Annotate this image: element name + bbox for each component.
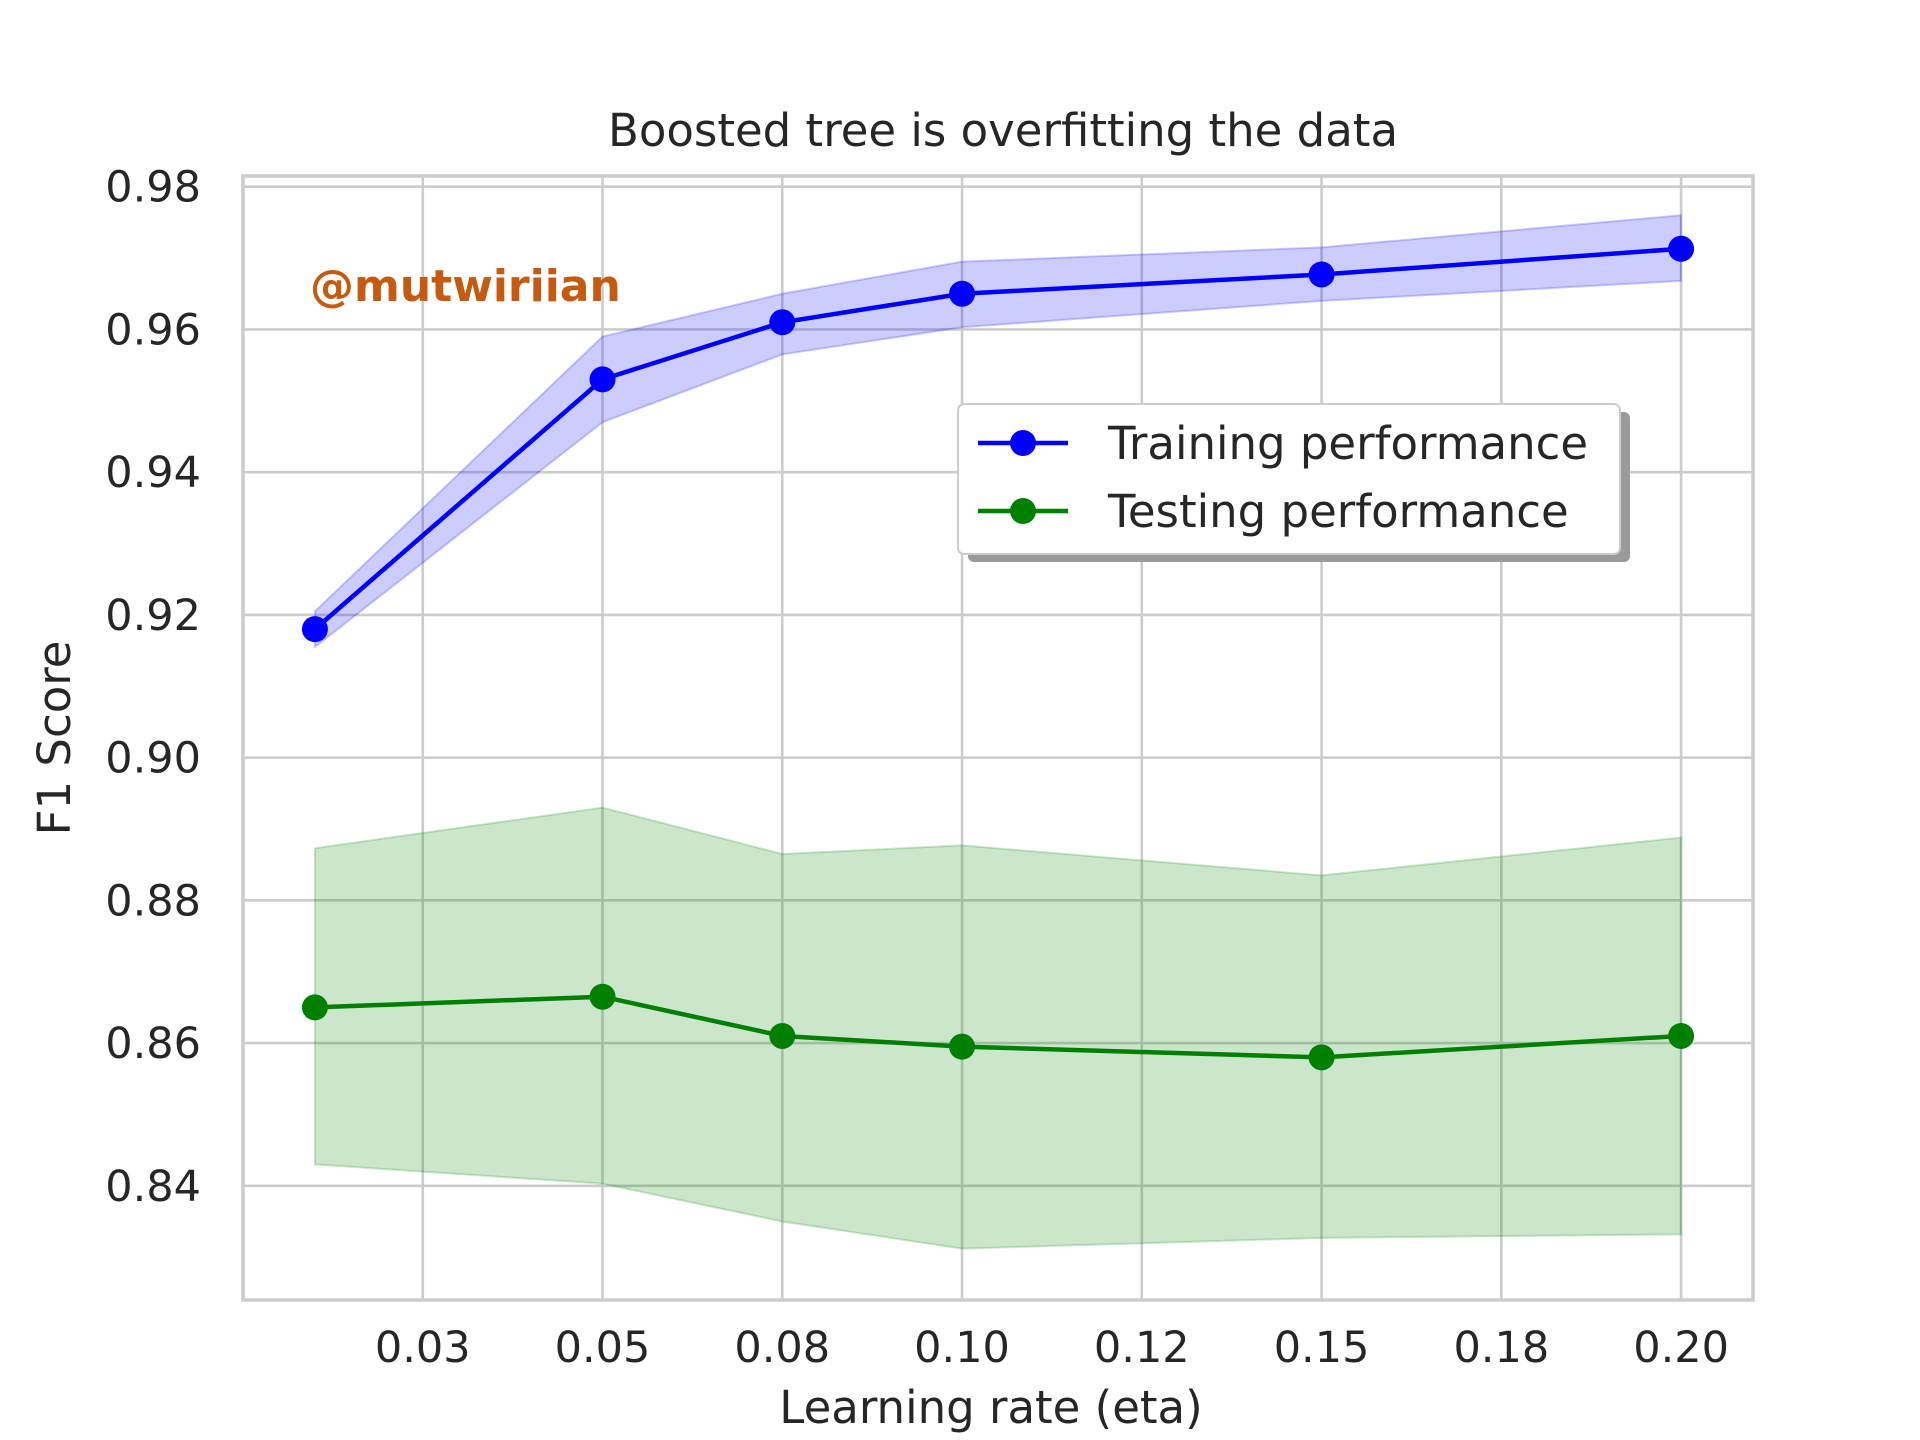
training-data-point [1308, 261, 1335, 288]
watermark-text: @mutwiriian [310, 261, 621, 312]
training-legend-label: Training performance [1107, 417, 1588, 470]
y-tick-label: 0.84 [105, 1162, 201, 1212]
y-tick-label: 0.94 [105, 448, 201, 498]
training-data-point [949, 280, 976, 307]
training-data-point [1668, 235, 1695, 262]
testing-confidence-band [313, 806, 1683, 1250]
x-tick-label: 0.18 [1453, 1323, 1549, 1373]
testing-data-point [949, 1033, 976, 1060]
plot-frame [241, 174, 1755, 1302]
x-tick-label: 0.12 [1094, 1323, 1190, 1373]
x-tick-label: 0.15 [1274, 1323, 1370, 1373]
testing-data-point [589, 983, 616, 1010]
testing-legend-label: Testing performance [1107, 485, 1569, 538]
y-tick-label: 0.88 [105, 876, 201, 926]
y-tick-label: 0.86 [105, 1019, 201, 1069]
series-points [301, 235, 1695, 1071]
testing-data-point [1668, 1022, 1695, 1049]
training-data-point [301, 616, 328, 643]
x-tick-label: 0.08 [734, 1323, 830, 1373]
training-data-point [769, 309, 796, 336]
x-tick-label: 0.20 [1633, 1323, 1729, 1373]
x-tick-label: 0.03 [375, 1323, 471, 1373]
legend-box [957, 403, 1621, 555]
y-tick-label: 0.92 [105, 591, 201, 641]
y-tick-label: 0.90 [105, 734, 201, 784]
testing-data-point [1308, 1044, 1335, 1071]
chart-title: Boosted tree is overfitting the data [608, 104, 1398, 157]
y-tick-label: 0.98 [105, 163, 201, 213]
x-tick-labels: 0.03 0.05 0.08 0.10 0.12 0.15 0.18 0.20 [375, 1323, 1729, 1373]
training-legend-marker [1010, 430, 1036, 456]
y-tick-labels: 0.84 0.86 0.88 0.90 0.92 0.94 0.96 0.98 [105, 163, 201, 1212]
training-series-line [313, 246, 1682, 631]
x-tick-label: 0.10 [914, 1323, 1010, 1373]
series-lines [313, 246, 1682, 1060]
testing-series-line [314, 994, 1682, 1060]
y-axis-label: F1 Score [28, 641, 81, 836]
testing-data-point [769, 1022, 796, 1049]
testing-legend-marker [1010, 498, 1036, 524]
testing-data-point [301, 994, 328, 1021]
x-tick-label: 0.05 [555, 1323, 651, 1373]
legend: Training performance Testing performance [957, 403, 1630, 562]
x-axis-label: Learning rate (eta) [779, 1381, 1202, 1434]
y-tick-label: 0.96 [105, 305, 201, 355]
training-data-point [589, 366, 616, 393]
